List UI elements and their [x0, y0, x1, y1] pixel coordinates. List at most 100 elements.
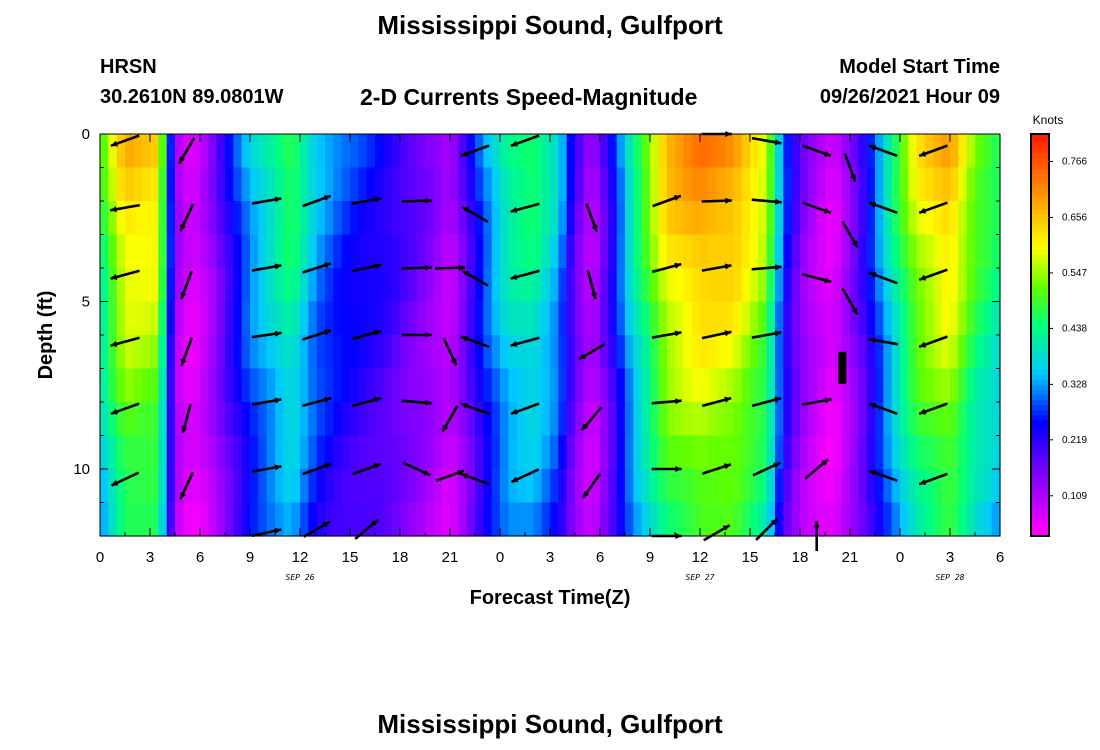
heatmap-cell [183, 301, 193, 336]
heatmap-cell [716, 435, 726, 470]
heatmap-cell [233, 134, 243, 169]
heatmap-cell [341, 167, 351, 202]
heatmap-cell [366, 268, 376, 303]
heatmap-cell [216, 234, 226, 269]
heatmap-cell [141, 134, 151, 169]
heatmap-cell [633, 301, 643, 336]
heatmap-cell [550, 201, 559, 236]
heatmap-cell [225, 301, 234, 336]
heatmap-cell [950, 469, 959, 504]
heatmap-cell [400, 402, 409, 437]
heatmap-cell [858, 402, 868, 437]
heatmap-cell [300, 167, 309, 202]
heatmap-cell [416, 201, 426, 236]
model-start-label: Model Start Time [839, 56, 1000, 78]
heatmap-cell [225, 335, 234, 370]
station-coordinates: 30.2610N 89.0801W [100, 86, 284, 108]
current-vector [918, 402, 948, 416]
heatmap-cell [766, 335, 776, 370]
heatmap-cell [891, 268, 901, 303]
heatmap-cell [575, 234, 584, 269]
colorbar-segment [1031, 420, 1049, 427]
colorbar-segment [1031, 445, 1049, 452]
heatmap-cell [416, 268, 426, 303]
heatmap-cell [116, 435, 126, 470]
heatmap-cell [100, 201, 109, 236]
heatmap-cell [366, 301, 376, 336]
heatmap-cell [808, 402, 818, 437]
heatmap-cell [808, 201, 818, 236]
current-vector [918, 201, 948, 215]
heatmap-cell [541, 167, 551, 202]
heatmap-cell [175, 134, 184, 169]
heatmap-cell [741, 234, 751, 269]
heatmap-cell [491, 402, 501, 437]
heatmap-cell [566, 402, 576, 437]
heatmap-cell [483, 167, 493, 202]
heatmap-cell [808, 167, 818, 202]
current-vector [804, 458, 830, 480]
heatmap-cell [925, 502, 934, 537]
heatmap-cell [133, 368, 143, 403]
heatmap-cell [658, 335, 668, 370]
heatmap-cell [925, 167, 934, 202]
heatmap-cell [758, 435, 768, 470]
heatmap-cell [391, 469, 401, 504]
heatmap-cell [975, 134, 984, 169]
colorbar-segment [1031, 289, 1049, 296]
heatmap-cell [458, 134, 468, 169]
heatmap-cell [333, 301, 343, 336]
heatmap-cell [633, 201, 643, 236]
x-tick-label: 18 [792, 549, 809, 566]
heatmap-cell [400, 201, 409, 236]
heatmap-cell [850, 134, 859, 169]
current-vector [352, 462, 382, 476]
heatmap-cell [250, 201, 259, 236]
heatmap-cell [983, 469, 993, 504]
heatmap-cell [508, 502, 518, 537]
heatmap-cell [875, 368, 884, 403]
heatmap-cell [408, 167, 418, 202]
heatmap-cell [483, 402, 493, 437]
heatmap-cell [975, 502, 984, 537]
heatmap-cell [166, 201, 176, 236]
heatmap-cell [533, 201, 543, 236]
heatmap-cell [333, 134, 343, 169]
heatmap-cell [541, 134, 551, 169]
heatmap-cell [758, 234, 768, 269]
heatmap-cell [283, 201, 293, 236]
heatmap-cell [108, 335, 118, 370]
heatmap-cell [300, 234, 309, 269]
heatmap-cell [683, 469, 693, 504]
heatmap-cell [325, 335, 334, 370]
heatmap-cell [225, 134, 234, 169]
heatmap-cell [575, 335, 584, 370]
heatmap-cell [991, 402, 1001, 437]
colorbar-segment [1031, 259, 1049, 266]
heatmap-cell [125, 301, 134, 336]
heatmap-cell [158, 435, 168, 470]
heatmap-cell [758, 134, 768, 169]
heatmap-cell [583, 234, 593, 269]
heatmap-cell [891, 502, 901, 537]
colorbar-segment [1031, 385, 1049, 391]
heatmap-cell [200, 201, 209, 236]
heatmap-cell [100, 502, 109, 537]
heatmap-cell [875, 167, 884, 202]
current-vector [918, 268, 948, 282]
heatmap-cell [825, 301, 834, 336]
current-vector [401, 399, 432, 406]
colorbar-segment [1031, 520, 1049, 527]
heatmap-cell [166, 402, 176, 437]
heatmap-cell [650, 268, 659, 303]
current-vector [251, 464, 282, 473]
colorbar-segment [1031, 460, 1049, 467]
heatmap-cell [416, 402, 426, 437]
heatmap-cell [258, 335, 268, 370]
heatmap-cell [475, 469, 484, 504]
heatmap-cell [850, 167, 859, 202]
heatmap-cell [391, 368, 401, 403]
current-vector [461, 205, 489, 224]
x-tick-label: 0 [96, 549, 104, 566]
